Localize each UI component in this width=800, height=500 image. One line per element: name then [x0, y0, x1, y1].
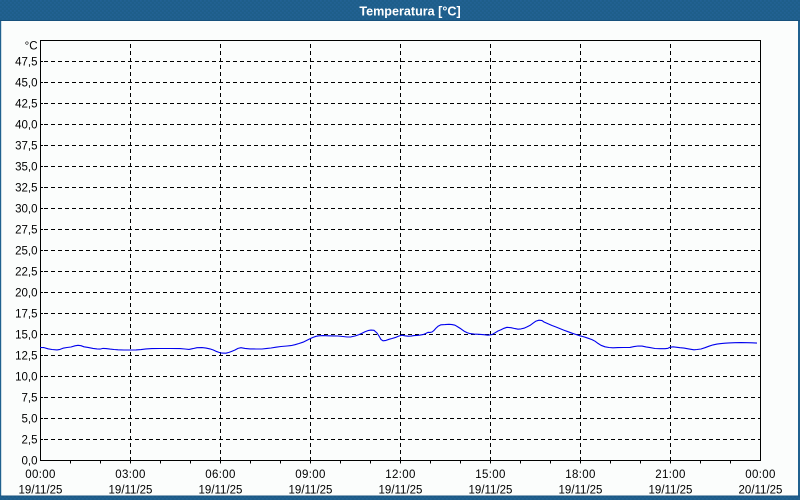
svg-text:20/11/25: 20/11/25: [739, 485, 783, 497]
svg-text:19/11/25: 19/11/25: [199, 485, 243, 497]
svg-text:45,0: 45,0: [15, 78, 37, 90]
svg-text:47,5: 47,5: [15, 57, 37, 69]
svg-text:09:00: 09:00: [295, 469, 326, 481]
svg-text:27,5: 27,5: [15, 225, 37, 237]
svg-text:17,5: 17,5: [15, 309, 37, 321]
svg-text:30,0: 30,0: [15, 204, 37, 216]
svg-text:25,0: 25,0: [15, 246, 37, 258]
svg-text:20,0: 20,0: [15, 288, 37, 300]
svg-text:19/11/25: 19/11/25: [379, 485, 423, 497]
svg-text:10,0: 10,0: [15, 372, 37, 384]
svg-text:12:00: 12:00: [385, 469, 416, 481]
svg-text:0,0: 0,0: [22, 456, 38, 468]
svg-text:00:00: 00:00: [25, 469, 56, 481]
svg-text:7,5: 7,5: [22, 393, 38, 405]
svg-text:06:00: 06:00: [205, 469, 236, 481]
svg-text:5,0: 5,0: [22, 414, 38, 426]
svg-text:19/11/25: 19/11/25: [649, 485, 693, 497]
svg-text:21:00: 21:00: [655, 469, 686, 481]
svg-text:32,5: 32,5: [15, 183, 37, 195]
svg-text:03:00: 03:00: [115, 469, 146, 481]
svg-text:22,5: 22,5: [15, 267, 37, 279]
svg-text:19/11/25: 19/11/25: [289, 485, 333, 497]
svg-text:°C: °C: [25, 41, 38, 53]
svg-text:15:00: 15:00: [475, 469, 506, 481]
svg-text:42,5: 42,5: [15, 99, 37, 111]
svg-text:00:00: 00:00: [745, 469, 776, 481]
svg-text:35,0: 35,0: [15, 162, 37, 174]
svg-text:19/11/25: 19/11/25: [19, 485, 63, 497]
svg-text:2,5: 2,5: [22, 435, 38, 447]
svg-text:19/11/25: 19/11/25: [559, 485, 603, 497]
svg-text:18:00: 18:00: [565, 469, 596, 481]
svg-text:15,0: 15,0: [15, 330, 37, 342]
svg-text:19/11/25: 19/11/25: [469, 485, 513, 497]
svg-text:Temperatura [°C]: Temperatura [°C]: [359, 4, 460, 18]
svg-text:12,5: 12,5: [15, 351, 37, 363]
svg-text:37,5: 37,5: [15, 141, 37, 153]
svg-text:40,0: 40,0: [15, 120, 37, 132]
svg-text:19/11/25: 19/11/25: [109, 485, 153, 497]
